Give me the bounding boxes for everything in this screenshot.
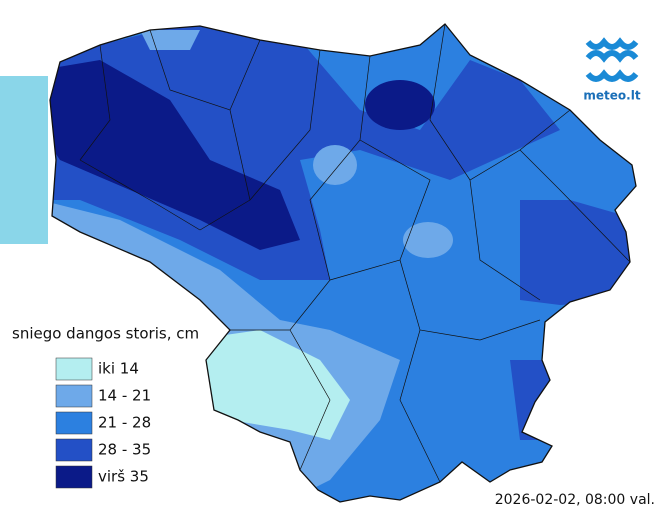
legend-label: 21 - 28 bbox=[98, 414, 151, 432]
legend-swatch bbox=[55, 438, 93, 462]
legend-title: sniego dangos storis, cm bbox=[12, 325, 199, 343]
legend-label: iki 14 bbox=[98, 360, 139, 378]
legend-label: 14 - 21 bbox=[98, 387, 151, 405]
legend-label: 28 - 35 bbox=[98, 441, 151, 459]
legend: iki 14 14 - 21 21 - 28 28 - 35 virš 35 bbox=[55, 357, 151, 489]
sea bbox=[0, 76, 48, 244]
timestamp: 2026-02-02, 08:00 val. bbox=[495, 492, 655, 508]
logo: meteo.lt bbox=[583, 37, 641, 103]
legend-swatch bbox=[55, 411, 93, 435]
logo-text: meteo.lt bbox=[583, 89, 640, 103]
legend-swatch bbox=[55, 465, 93, 489]
legend-swatch bbox=[55, 384, 93, 408]
legend-swatch bbox=[55, 357, 93, 381]
legend-label: virš 35 bbox=[98, 468, 149, 486]
logo-icon bbox=[585, 37, 639, 82]
district-borders bbox=[79, 24, 631, 483]
